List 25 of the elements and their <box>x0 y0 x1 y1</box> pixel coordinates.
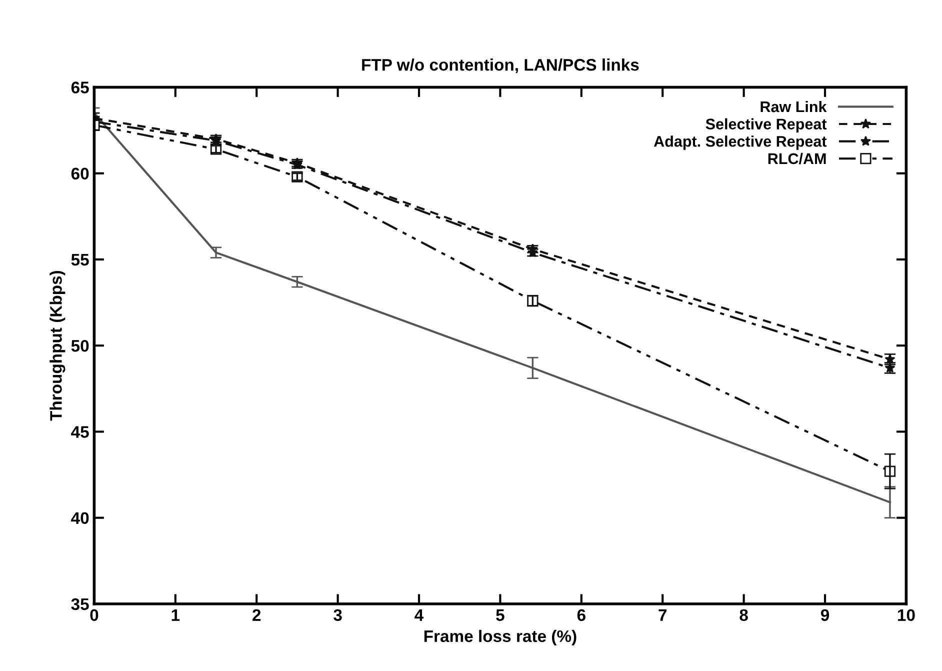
legend-label: RLC/AM <box>768 152 826 164</box>
y-tick-label: 55 <box>71 254 89 266</box>
legend-label: Raw Link <box>760 100 827 112</box>
x-tick-label: 6 <box>577 609 586 622</box>
x-tick-label: 5 <box>496 609 504 622</box>
y-tick-label: 45 <box>71 426 89 438</box>
y-axis-title: Throughput (Kbps) <box>50 270 66 421</box>
x-tick-label: 4 <box>414 609 424 621</box>
y-tick-label: 60 <box>71 168 89 180</box>
x-tick-label: 9 <box>820 609 830 622</box>
y-tick-label: 35 <box>71 598 89 610</box>
legend-label: Selective Repeat <box>706 118 827 133</box>
x-tick-label: 2 <box>252 609 261 621</box>
x-axis-title: Frame loss rate (%) <box>424 630 576 646</box>
x-tick-label: 0 <box>90 609 98 622</box>
y-tick-label: 65 <box>71 82 89 94</box>
y-tick-label: 40 <box>71 512 89 524</box>
x-tick-label: 10 <box>898 609 915 622</box>
x-tick-label: 1 <box>172 609 180 621</box>
x-tick-label: 3 <box>334 609 342 622</box>
legend-label: Adapt. Selective Repeat <box>654 136 827 150</box>
y-tick-label: 50 <box>71 340 89 352</box>
x-tick-label: 7 <box>658 609 667 621</box>
x-tick-label: 8 <box>740 609 748 622</box>
chart-title: FTP w/o contention, LAN/PCS links <box>362 58 639 74</box>
